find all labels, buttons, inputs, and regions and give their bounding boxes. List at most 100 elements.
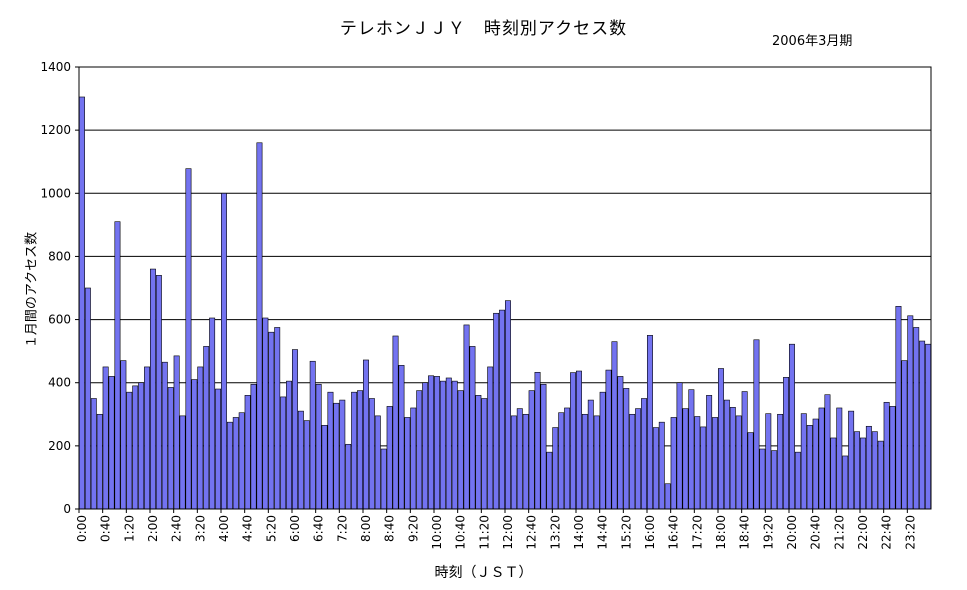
bar: [315, 383, 322, 510]
bar: [723, 399, 730, 510]
bar: [309, 360, 316, 510]
bar: [854, 431, 861, 510]
bar: [717, 368, 724, 510]
x-tick-label: 17:20: [690, 515, 704, 550]
x-tick-label: 23:20: [903, 515, 917, 550]
bar: [581, 413, 588, 510]
bar: [783, 377, 790, 510]
bar: [84, 287, 91, 510]
bar: [652, 427, 659, 510]
bar: [410, 407, 417, 510]
bar: [481, 398, 488, 510]
x-tick-label: 22:00: [856, 515, 870, 550]
bar: [865, 425, 872, 510]
bar: [771, 450, 778, 510]
bar: [735, 415, 742, 510]
y-tick-label: 0: [63, 502, 71, 516]
bar: [564, 407, 571, 510]
bar: [889, 406, 896, 510]
bar: [788, 343, 795, 510]
bar: [611, 341, 618, 510]
x-tick-label: 16:40: [667, 515, 681, 550]
bar: [374, 415, 381, 510]
bar: [475, 395, 482, 510]
bar: [605, 369, 612, 510]
bar: [871, 431, 878, 510]
x-tick-label: 14:40: [596, 515, 610, 550]
bar: [345, 443, 352, 510]
bar: [842, 455, 849, 510]
x-tick-label: 20:00: [785, 515, 799, 550]
bar: [78, 96, 85, 510]
bar: [327, 391, 334, 510]
y-tick-label: 200: [48, 439, 71, 453]
bar: [729, 407, 736, 510]
bar: [919, 340, 926, 510]
y-tick-label: 1400: [40, 60, 71, 74]
bar: [629, 413, 636, 510]
bar: [197, 366, 204, 510]
bar: [102, 366, 109, 510]
bar: [209, 317, 216, 510]
x-tick-label: 15:20: [619, 515, 633, 550]
bar: [280, 396, 287, 510]
bar: [646, 335, 653, 510]
bar: [487, 366, 494, 510]
bar: [658, 421, 665, 510]
x-tick-label: 4:00: [217, 515, 231, 542]
bar: [741, 391, 748, 510]
bar: [800, 413, 807, 510]
bar: [818, 407, 825, 510]
bar: [132, 385, 139, 510]
bar: [493, 312, 500, 510]
bar: [191, 379, 198, 510]
bar: [824, 394, 831, 510]
bar: [694, 416, 701, 510]
bar: [913, 327, 920, 510]
x-tick-label: 20:40: [809, 515, 823, 550]
bar: [516, 408, 523, 510]
bar: [794, 451, 801, 510]
bar: [522, 413, 529, 510]
bar: [422, 382, 429, 510]
bar: [552, 427, 559, 510]
bar: [706, 395, 713, 510]
bar: [167, 387, 174, 510]
bar: [877, 440, 884, 510]
x-tick-label: 12:00: [501, 515, 515, 550]
bar: [291, 349, 298, 510]
bar: [528, 390, 535, 510]
bar: [380, 448, 387, 510]
bar: [226, 421, 233, 510]
bar: [203, 346, 210, 510]
bar: [599, 391, 606, 510]
bar: [303, 420, 310, 510]
x-tick-label: 13:20: [548, 515, 562, 550]
bar: [445, 377, 452, 510]
bar: [386, 406, 393, 510]
x-tick-label: 9:20: [406, 515, 420, 542]
bar: [138, 382, 145, 510]
x-tick-label: 10:40: [454, 515, 468, 550]
bar: [357, 390, 364, 510]
bar: [244, 395, 251, 510]
bar: [765, 413, 772, 510]
bar: [534, 371, 541, 510]
bar: [830, 437, 837, 510]
bar: [297, 410, 304, 510]
x-axis-label: 時刻（ＪＳＴ）: [434, 565, 533, 581]
x-tick-label: 3:20: [193, 515, 207, 542]
bar: [433, 376, 440, 510]
x-tick-label: 19:20: [761, 515, 775, 550]
bar: [250, 383, 257, 510]
bar: [682, 408, 689, 510]
x-tick-label: 1:20: [122, 515, 136, 542]
bar: [812, 418, 819, 510]
bar: [700, 426, 707, 510]
x-tick-label: 18:40: [738, 515, 752, 550]
bar: [238, 412, 245, 510]
x-tick-label: 21:20: [832, 515, 846, 550]
bar: [404, 417, 411, 510]
bar: [96, 413, 103, 510]
